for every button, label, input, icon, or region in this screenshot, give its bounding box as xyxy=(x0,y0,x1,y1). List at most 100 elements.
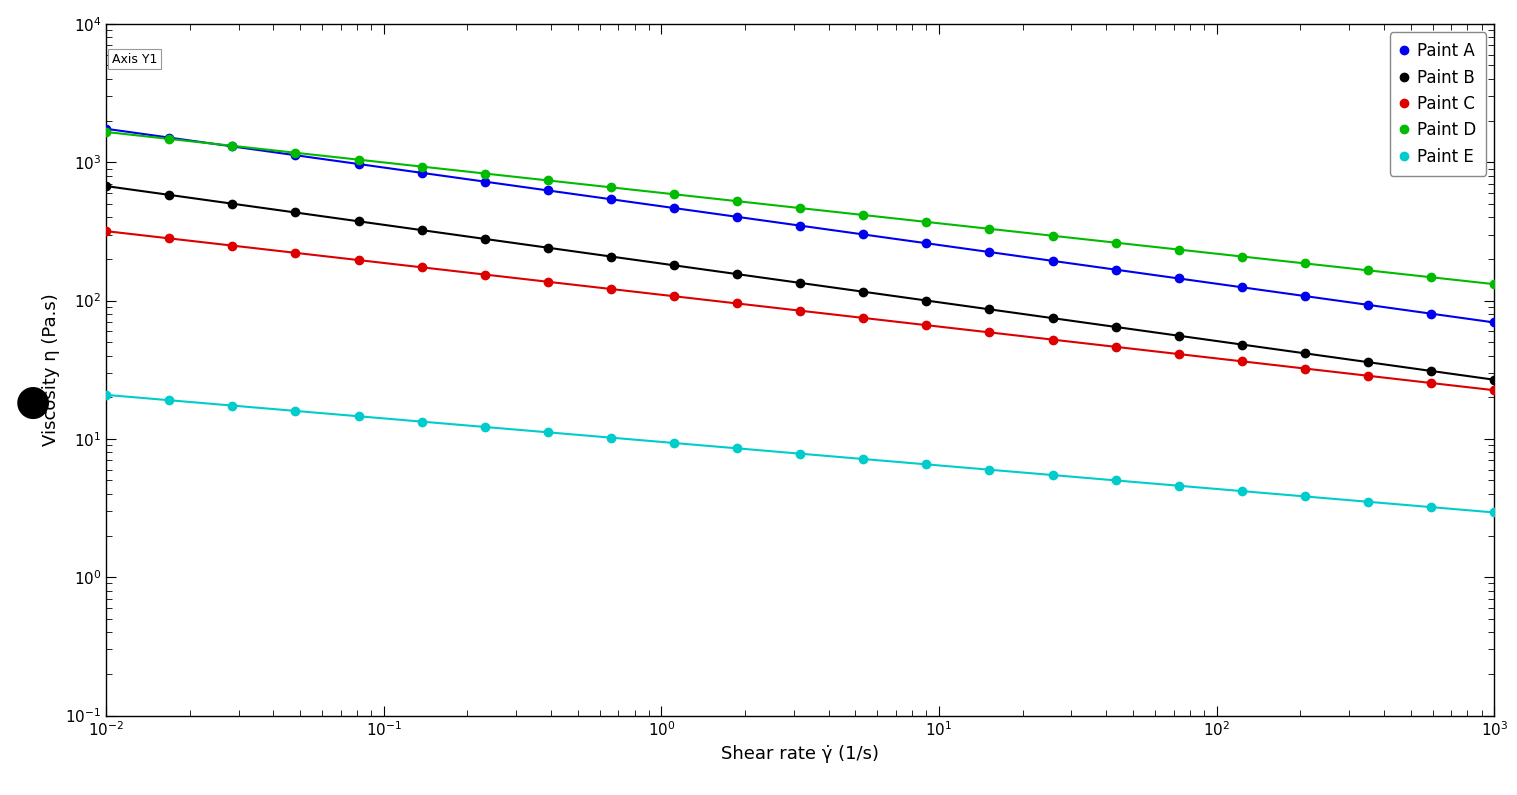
Paint E xyxy=(413,417,431,426)
Paint A xyxy=(1170,273,1188,283)
Paint C xyxy=(1106,342,1124,351)
Paint C xyxy=(476,270,495,279)
Paint B xyxy=(664,261,683,270)
Paint A xyxy=(728,212,746,222)
Paint A xyxy=(602,195,620,204)
Paint E xyxy=(97,390,115,400)
Paint E xyxy=(349,412,367,421)
Paint E xyxy=(476,422,495,432)
Paint E xyxy=(223,401,241,410)
Paint A xyxy=(97,124,115,134)
Paint C xyxy=(1359,371,1377,381)
Paint D xyxy=(349,155,367,165)
Paint A xyxy=(223,142,241,151)
Paint E xyxy=(1170,481,1188,491)
Paint A xyxy=(1044,256,1062,266)
Paint C xyxy=(1233,356,1252,366)
Paint B xyxy=(792,278,810,288)
Paint A xyxy=(539,186,557,196)
Paint B xyxy=(1106,322,1124,332)
Paint D xyxy=(728,196,746,206)
Paint A xyxy=(1359,300,1377,309)
Paint E xyxy=(161,395,179,405)
Paint E xyxy=(854,454,872,463)
Paint A xyxy=(161,133,179,142)
Paint D xyxy=(1485,279,1503,289)
Legend: Paint A, Paint B, Paint C, Paint D, Paint E: Paint A, Paint B, Paint C, Paint D, Pain… xyxy=(1390,32,1487,176)
Paint C xyxy=(1044,335,1062,344)
Line: Paint A: Paint A xyxy=(102,125,1499,327)
Paint D xyxy=(287,148,305,157)
Paint A xyxy=(476,176,495,186)
Paint B xyxy=(1233,339,1252,349)
Paint E xyxy=(1421,502,1440,512)
Y-axis label: Viscosity η (Pa.s): Viscosity η (Pa.s) xyxy=(41,293,59,446)
Paint E xyxy=(664,438,683,448)
Paint E xyxy=(1359,497,1377,506)
Paint D xyxy=(413,162,431,172)
Paint C xyxy=(1170,349,1188,359)
Paint A xyxy=(349,159,367,169)
Paint C xyxy=(792,306,810,316)
Paint C xyxy=(161,234,179,243)
Paint B xyxy=(1359,358,1377,367)
Paint B xyxy=(413,225,431,235)
Paint D xyxy=(1106,238,1124,247)
Paint C xyxy=(918,320,936,330)
Paint B xyxy=(980,304,998,314)
Paint C xyxy=(287,248,305,258)
Paint B xyxy=(1296,348,1314,358)
Paint A xyxy=(1106,265,1124,274)
Paint C xyxy=(349,255,367,265)
Paint C xyxy=(413,262,431,272)
Paint B xyxy=(476,235,495,244)
Paint D xyxy=(1170,245,1188,254)
Paint E xyxy=(539,428,557,437)
Paint E xyxy=(1233,487,1252,496)
Paint B xyxy=(1421,366,1440,376)
Paint B xyxy=(1485,375,1503,385)
Paint E xyxy=(980,465,998,475)
Paint D xyxy=(1421,273,1440,282)
Paint B xyxy=(349,216,367,226)
Paint E xyxy=(287,406,305,416)
Paint D xyxy=(1296,258,1314,268)
Paint C xyxy=(1421,378,1440,388)
Paint C xyxy=(602,285,620,294)
Paint C xyxy=(728,299,746,308)
Paint D xyxy=(1044,231,1062,241)
Paint C xyxy=(223,241,241,250)
Paint E xyxy=(1296,491,1314,501)
Paint B xyxy=(223,199,241,208)
Paint E xyxy=(1044,471,1062,480)
Paint B xyxy=(918,296,936,305)
Line: Paint C: Paint C xyxy=(102,227,1499,394)
Paint D xyxy=(792,204,810,213)
Paint E xyxy=(728,444,746,453)
Paint A xyxy=(980,247,998,257)
Paint D xyxy=(97,127,115,137)
Paint A xyxy=(664,204,683,213)
Paint E xyxy=(792,449,810,459)
Paint C xyxy=(664,292,683,301)
Paint C xyxy=(539,277,557,286)
Paint B xyxy=(287,207,305,217)
Paint A xyxy=(854,230,872,239)
Paint A xyxy=(1485,318,1503,328)
Paint A xyxy=(1421,309,1440,319)
Paint D xyxy=(980,224,998,234)
Paint A xyxy=(287,150,305,160)
Line: Paint B: Paint B xyxy=(102,182,1499,384)
Paint D xyxy=(918,217,936,227)
Line: Paint D: Paint D xyxy=(102,128,1499,289)
Paint E xyxy=(602,432,620,442)
Paint A xyxy=(792,221,810,231)
Paint E xyxy=(918,460,936,469)
Paint B xyxy=(539,243,557,253)
Paint A xyxy=(1296,291,1314,301)
Paint D xyxy=(602,183,620,192)
Paint E xyxy=(1106,475,1124,485)
Paint C xyxy=(97,227,115,236)
Paint C xyxy=(1296,364,1314,374)
Paint C xyxy=(854,313,872,323)
